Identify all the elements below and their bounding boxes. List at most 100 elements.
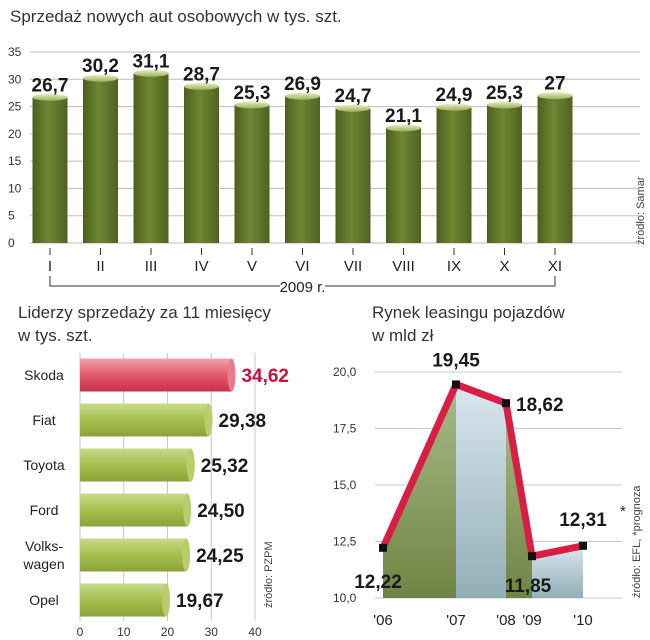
monthly-y-tick: 35	[8, 45, 22, 59]
monthly-bar-cap	[537, 92, 573, 100]
monthly-bar	[436, 107, 472, 243]
leaders-source: źródło: PZPM	[263, 541, 275, 608]
leasing-y-tick: 17,5	[333, 422, 357, 436]
monthly-value-label: 24,7	[335, 86, 372, 107]
leaders-category-label: Toyota	[23, 457, 64, 473]
leasing-title-line-2: w mld zł	[371, 326, 434, 345]
monthly-bar	[133, 73, 169, 243]
leasing-y-tick: 12,5	[333, 535, 357, 549]
leaders-bar-cap	[204, 403, 213, 437]
leasing-x-label: '07	[446, 612, 466, 629]
leaders-title-line-1: Liderzy sprzedaży za 11 miesięcy	[18, 303, 271, 322]
leaders-value-label: 25,32	[201, 456, 249, 477]
monthly-bar-cap	[436, 103, 472, 111]
leasing-x-label: '09	[522, 612, 542, 629]
leaders-value-label: 24,25	[196, 546, 244, 567]
monthly-bar	[184, 86, 219, 243]
monthly-x-label: IV	[194, 258, 208, 275]
leaders-category-label: Ford	[30, 502, 59, 518]
leasing-point	[502, 399, 510, 408]
leaders-bar	[80, 493, 188, 527]
monthly-y-tick: 20	[8, 127, 22, 141]
leaders-bar	[80, 403, 209, 437]
monthly-x-label: I	[48, 258, 52, 275]
monthly-bar	[32, 97, 68, 244]
leaders-bar-cap	[183, 493, 192, 527]
monthly-bar	[83, 78, 118, 244]
leaders-bar	[80, 538, 187, 572]
leaders-bar	[80, 358, 232, 392]
monthly-bar	[386, 127, 421, 243]
monthly-y-tick: 30	[8, 72, 22, 86]
monthly-x-label: X	[499, 258, 509, 275]
leaders-x-tick: 40	[248, 625, 262, 639]
monthly-bar-cap	[234, 101, 270, 109]
leaders-category-label: Opel	[29, 592, 59, 608]
monthly-y-tick: 10	[8, 181, 22, 195]
leaders-category-label: Volks-	[25, 538, 63, 554]
monthly-y-tick: 0	[8, 236, 15, 250]
leasing-x-label: '06	[373, 612, 393, 629]
monthly-value-label: 28,7	[183, 64, 220, 85]
monthly-bar-cap	[487, 101, 522, 109]
leasing-x-label: '08	[496, 612, 516, 629]
leasing-point	[528, 552, 536, 561]
monthly-value-label: 25,3	[486, 83, 523, 104]
monthly-x-axis-label: 2009 r.	[280, 279, 326, 296]
leaders-x-tick: 10	[117, 625, 131, 639]
monthly-x-label: VIII	[392, 258, 415, 275]
monthly-bar-cap	[386, 124, 421, 132]
leaders-value-label: 34,62	[241, 366, 289, 387]
leaders-x-tick: 30	[205, 625, 219, 639]
monthly-bar	[285, 96, 320, 244]
leaders-x-tick: 20	[161, 625, 175, 639]
leaders-bar-cap	[186, 448, 195, 482]
year-bracket	[49, 276, 556, 287]
monthly-x-label: II	[96, 258, 104, 275]
monthly-x-label: IX	[447, 258, 461, 275]
monthly-y-tick: 5	[8, 209, 15, 223]
leaders-value-label: 19,67	[176, 591, 224, 612]
leaders-bar-cap	[227, 358, 236, 392]
monthly-x-label: III	[145, 258, 158, 275]
leasing-x-label: '10	[573, 612, 593, 629]
monthly-value-label: 26,7	[32, 75, 69, 96]
monthly-bar-cap	[285, 92, 320, 100]
leasing-value-label: 18,62	[516, 395, 564, 416]
monthly-value-label: 31,1	[133, 51, 170, 72]
monthly-bar	[537, 95, 573, 244]
leasing-area-band	[383, 384, 456, 598]
leasing-point	[452, 380, 460, 389]
leaders-title-line-2: w tys. szt.	[17, 326, 93, 345]
leasing-point	[379, 543, 387, 552]
leaders-category-label: Fiat	[32, 412, 55, 428]
monthly-value-label: 24,9	[436, 85, 473, 106]
leasing-forecast-mark: *	[620, 503, 626, 520]
monthly-y-tick: 25	[8, 100, 22, 114]
monthly-bar	[487, 104, 522, 243]
monthly-sales-title: Sprzedaż nowych aut osobowych w tys. szt…	[10, 7, 342, 26]
leaders-bar	[80, 583, 167, 617]
leasing-point	[579, 541, 587, 550]
leasing-y-tick: 15,0	[333, 478, 357, 492]
leasing-area-band	[456, 384, 506, 598]
leaders-x-tick: 0	[77, 625, 84, 639]
leaders-category-label: Skoda	[24, 367, 64, 383]
leasing-source: źródło: EFL, *prognoza	[631, 485, 643, 598]
monthly-bar-cap	[133, 69, 169, 77]
leasing-title-line-1: Rynek leasingu pojazdów	[372, 303, 566, 322]
leaders-bar	[80, 448, 191, 482]
monthly-bar-cap	[83, 74, 118, 82]
monthly-bar-cap	[32, 93, 68, 101]
monthly-x-label: VII	[344, 258, 362, 275]
leaders-value-label: 24,50	[197, 501, 245, 522]
leaders-category-label: wagen	[22, 556, 64, 572]
monthly-value-label: 27	[544, 74, 565, 95]
leasing-y-tick: 10,0	[333, 591, 357, 605]
leasing-value-label: 11,85	[505, 576, 552, 597]
monthly-bar-cap	[184, 82, 219, 90]
leaders-bar-cap	[182, 538, 191, 572]
leasing-value-label: 12,31	[559, 510, 607, 531]
